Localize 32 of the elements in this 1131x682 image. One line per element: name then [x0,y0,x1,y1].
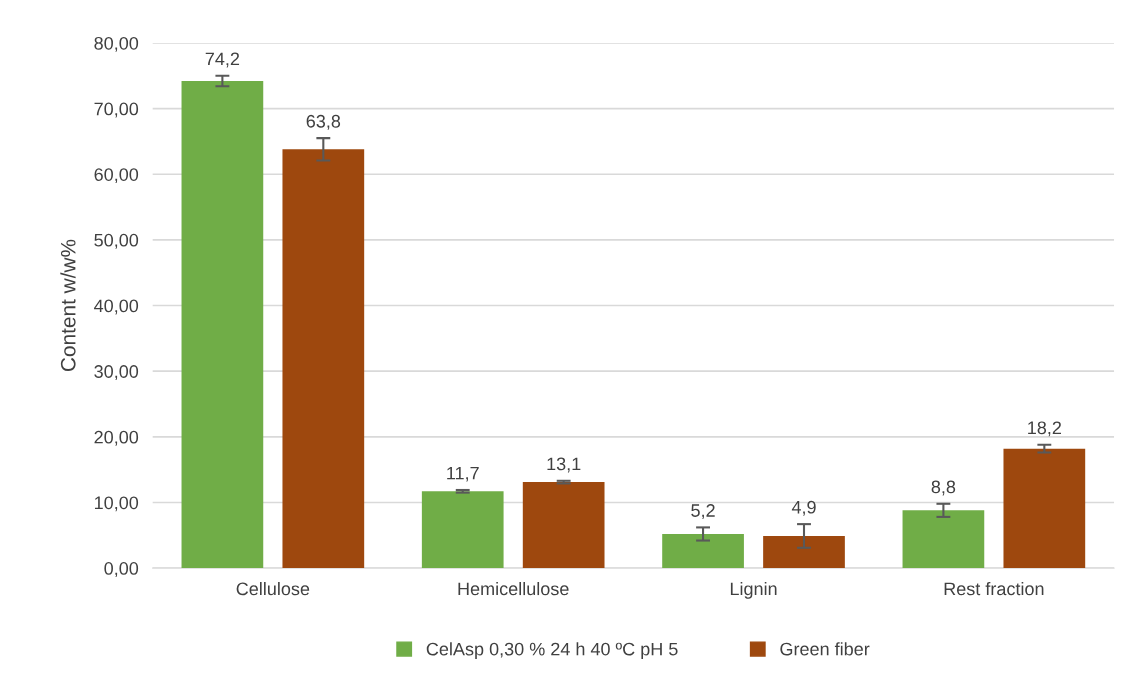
data-label: 18,2 [1028,421,1061,437]
y-tick-label: 10,00 [94,496,139,512]
y-tick-label: 80,00 [94,36,139,52]
data-label: 63,8 [306,114,341,130]
y-tick-label: 70,00 [94,102,139,118]
y-axis-title: Content w/w% [60,239,76,372]
x-tick-label: Lignin [730,581,777,599]
data-label: 4,9 [791,500,816,516]
bar [522,482,605,569]
data-label: 5,2 [691,504,715,520]
bar [181,81,264,569]
y-tick-label: 60,00 [94,168,139,184]
bar [662,533,744,569]
legend-label: CelAsp 0,30 % 24 h 40 ºC pH 5 [426,642,678,660]
x-tick-label: Hemicellulose [458,581,569,596]
bar [421,491,504,569]
y-tick-label: 20,00 [94,430,139,446]
bar [763,535,845,569]
data-label: 74,2 [205,52,240,68]
x-tick-label: Cellulose [236,581,310,596]
y-tick-label: 30,00 [94,365,139,381]
y-tick-label: 40,00 [94,299,139,315]
x-tick-label: Rest fraction [944,581,1044,596]
y-tick-label: 0,00 [104,562,139,577]
data-label: 13,1 [547,457,581,473]
data-label: 11,7 [447,466,479,482]
data-label: 8,8 [931,480,956,496]
bar [1003,448,1086,569]
bar [902,510,985,569]
legend-label: Green fiber [780,642,870,656]
y-tick-label: 50,00 [94,233,139,249]
bar [282,149,365,569]
